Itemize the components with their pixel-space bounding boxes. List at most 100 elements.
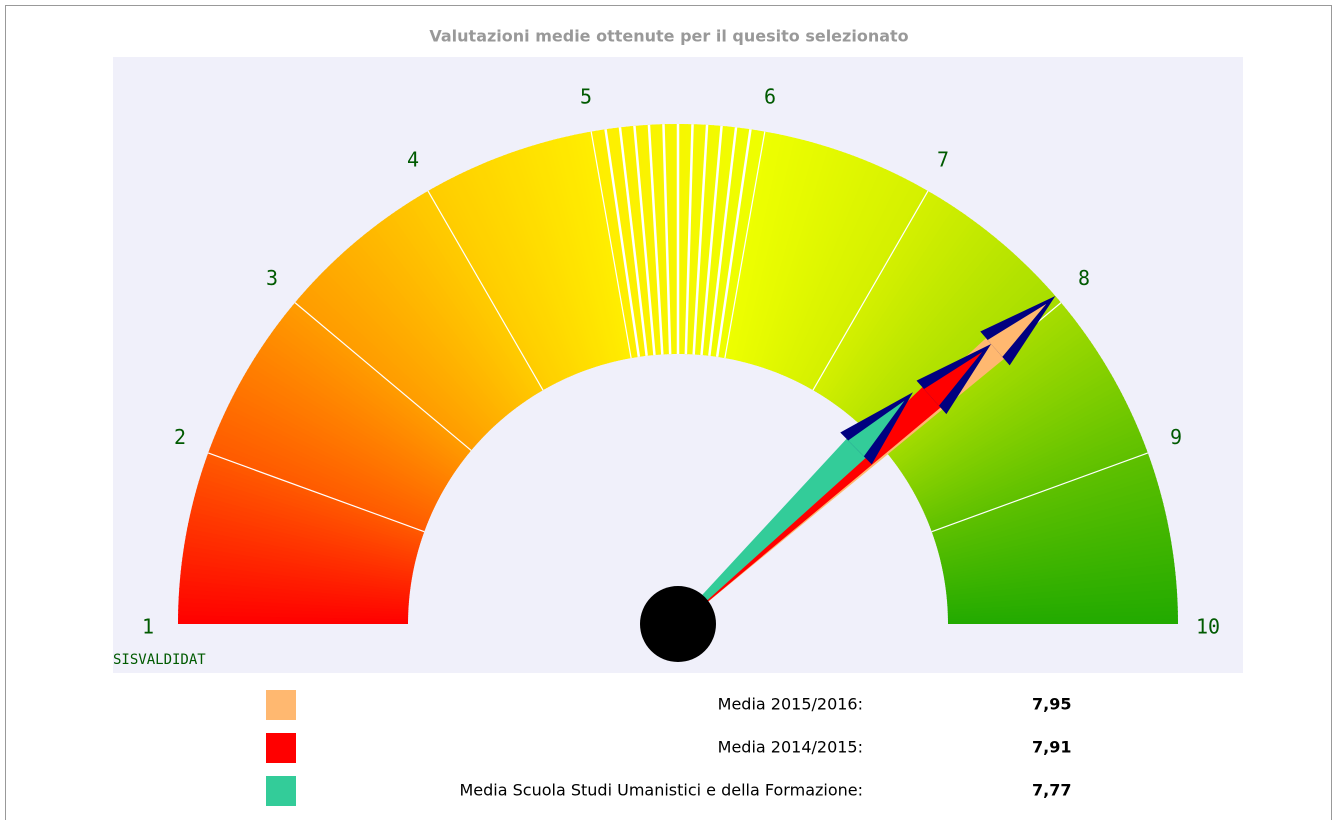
gauge-band — [286, 308, 469, 456]
gauge-band — [917, 393, 1125, 503]
tick-label: 2 — [174, 425, 186, 449]
gauge-band — [821, 199, 948, 397]
gauge-band — [946, 580, 1177, 604]
gauge-band — [595, 129, 637, 358]
gauge-band — [806, 184, 922, 389]
gauge-band — [939, 503, 1165, 562]
gauge-band — [934, 469, 1156, 544]
gauge-band — [494, 156, 582, 373]
gauge-band — [523, 146, 598, 368]
gauge-band — [770, 154, 855, 372]
gauge-band — [281, 315, 466, 460]
gauge-band — [211, 439, 428, 528]
gauge-band — [451, 175, 559, 384]
band-stripe — [633, 125, 656, 356]
gauge-band — [439, 181, 552, 387]
gauge-band — [897, 333, 1089, 470]
gauge-band — [278, 318, 465, 462]
gauge-band — [621, 126, 651, 356]
gauge-band — [787, 167, 887, 379]
gauge-band — [356, 237, 507, 418]
gauge-band — [346, 245, 502, 422]
gauge-band — [927, 432, 1143, 524]
gauge-band — [625, 126, 653, 356]
tick-label: 10 — [1196, 615, 1220, 639]
gauge-band — [892, 319, 1079, 463]
gauge-band — [409, 199, 536, 397]
gauge-band — [827, 207, 959, 401]
needle-hub — [640, 586, 716, 662]
gauge-band — [947, 602, 1178, 616]
band-stripe — [662, 124, 672, 355]
gauge-band — [384, 216, 522, 406]
gauge-band — [906, 359, 1106, 484]
gauge-band — [416, 194, 540, 394]
band-stripe — [715, 129, 752, 358]
value-label: 7,95 — [1032, 695, 1071, 714]
gauge-band — [937, 486, 1161, 553]
gauge-band — [817, 195, 941, 395]
tick-line — [294, 302, 472, 451]
gauge-band — [862, 258, 1024, 429]
tick-line — [590, 131, 632, 359]
gauge-band — [834, 216, 973, 406]
gauge-band — [815, 193, 937, 393]
gauge-band — [895, 326, 1084, 466]
needle-head-fill — [848, 400, 905, 457]
tick-line — [724, 131, 766, 359]
gauge-band — [230, 395, 438, 504]
band-stripe — [692, 124, 709, 355]
gauge-band — [502, 153, 587, 372]
band-stripe — [684, 124, 694, 355]
gauge-band — [247, 365, 447, 487]
gauge-band — [373, 223, 517, 410]
gauge-band — [435, 183, 550, 388]
gauge-band — [224, 407, 435, 510]
gauge-band — [318, 272, 486, 437]
gauge-band — [228, 399, 437, 506]
gauge-band — [608, 128, 644, 357]
gauge-band — [922, 412, 1134, 513]
gauge-band — [253, 354, 451, 481]
gauge-band — [312, 278, 483, 440]
gauge-band — [289, 304, 471, 455]
gauge-band — [209, 443, 427, 530]
tick-label: 3 — [266, 266, 278, 290]
gauge-band — [915, 385, 1121, 498]
gauge-band — [208, 447, 426, 532]
gauge-band — [776, 158, 867, 374]
gauge-band — [772, 155, 859, 373]
gauge-band — [870, 273, 1039, 437]
gauge-band — [321, 269, 488, 435]
gauge-band — [353, 240, 505, 419]
gauge-band — [363, 231, 511, 415]
value-label: 7,77 — [1032, 781, 1071, 800]
gauge-band — [236, 384, 442, 498]
gauge-band — [926, 428, 1141, 522]
gauge-band — [908, 362, 1108, 486]
gauge-band — [904, 351, 1101, 480]
gauge-band — [486, 159, 578, 375]
tick-label: 8 — [1078, 266, 1090, 290]
gauge-band — [930, 444, 1147, 531]
gauge-band — [413, 196, 538, 396]
gauge-band — [366, 229, 513, 413]
gauge-band — [470, 166, 569, 379]
gauge-band — [924, 420, 1138, 517]
tick-line — [207, 452, 425, 533]
tick-label: 7 — [937, 148, 949, 172]
legend-label: Media Scuola Studi Umanistici e della Fo… — [459, 781, 863, 800]
gauge-band — [256, 350, 452, 479]
gauge-band — [828, 209, 963, 402]
gauge-band — [943, 537, 1172, 581]
gauge-band — [830, 211, 966, 404]
gauge-band — [337, 254, 497, 427]
gauge-band — [420, 192, 542, 393]
gauge-band — [944, 541, 1173, 583]
gauge-band — [398, 206, 530, 401]
tick-label: 4 — [407, 148, 419, 172]
gauge-band — [309, 282, 482, 442]
gauge-band — [212, 435, 428, 526]
gauge-band — [327, 263, 491, 432]
